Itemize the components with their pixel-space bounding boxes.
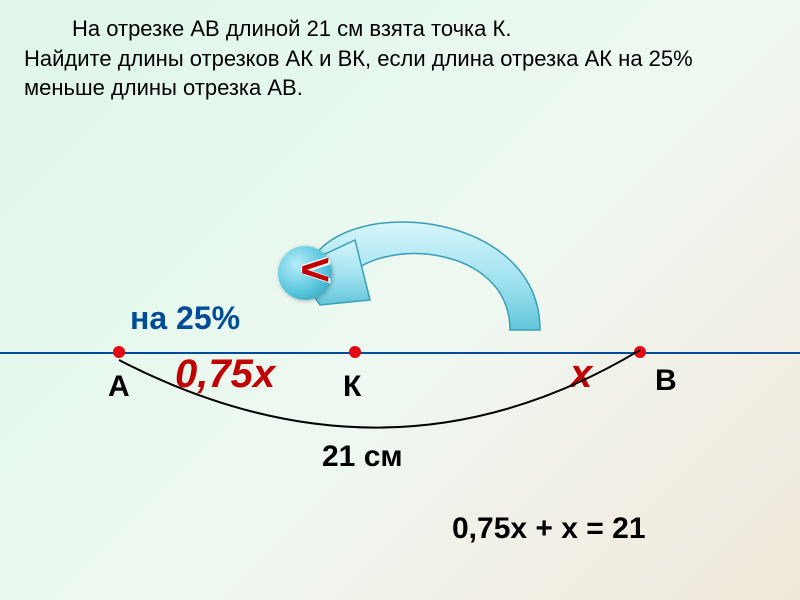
length-arc	[0, 0, 800, 600]
equation: 0,75х + х = 21	[452, 512, 646, 546]
total-length: 21 см	[322, 440, 403, 474]
slide-canvas: { "problem": { "line1": "На отрезке АВ д…	[0, 0, 800, 600]
